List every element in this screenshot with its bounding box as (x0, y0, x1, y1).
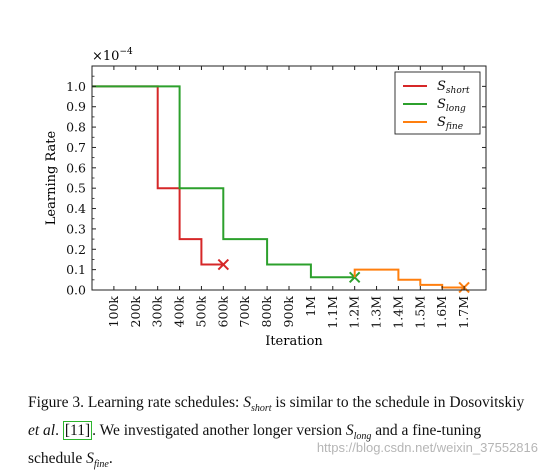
y-tick-label: 0.7 (66, 140, 86, 155)
x-tick-label: 600k (215, 296, 230, 328)
x-tick-label: 700k (237, 296, 252, 328)
caption-text-1: Learning rate schedules: (83, 394, 244, 411)
caption-text-2: is similar to the schedule in Dosovitski… (271, 394, 525, 411)
y-tick-label: 1.0 (66, 79, 86, 94)
x-tick-label: 100k (106, 296, 121, 328)
y-tick-label: 0.8 (66, 120, 86, 135)
x-tick-label: 800k (259, 296, 274, 328)
x-axis-label: Iteration (265, 334, 323, 349)
y-tick-label: 0.9 (66, 99, 86, 114)
x-tick-label: 200k (128, 296, 143, 328)
caption-text-5: and a fine-tuning schedule (28, 422, 482, 468)
x-tick-label: 300k (150, 296, 165, 328)
x-tick-label: 1.4M (390, 296, 405, 329)
axis-scale-exponent: −4 (119, 47, 133, 57)
x-tick-label: 1.6M (434, 296, 449, 329)
y-axis-label: Learning Rate (44, 130, 59, 225)
caption-symbol-long: S (345, 422, 354, 440)
y-tick-label: 0.3 (66, 221, 86, 236)
caption-symbol-short-sub: short (250, 403, 272, 415)
x-tick-label: 1.7M (456, 296, 471, 329)
x-tick-label: 1.3M (369, 296, 384, 329)
x-tick-label: 1.5M (412, 296, 427, 329)
legend-label-long: Slong (437, 97, 466, 114)
caption-text-6: . (108, 450, 113, 468)
caption-etal: et al (28, 422, 56, 440)
citation-link[interactable]: [11] (62, 421, 93, 441)
caption-symbol-fine-sub: fine (93, 459, 109, 471)
y-tick-label: 0.4 (66, 201, 86, 216)
x-tick-label: 1M (303, 296, 318, 317)
y-tick-label: 0.2 (66, 242, 86, 257)
caption-symbol-long-sub: long (353, 431, 372, 443)
caption-text-3: . (55, 422, 63, 440)
y-tick-label: 0.5 (66, 181, 86, 196)
x-tick-label: 1.1M (325, 296, 340, 329)
x-tick-label: 1.2M (347, 296, 362, 329)
end-marker-stroke (217, 258, 230, 271)
axis-scale-base: ×10 (92, 49, 119, 64)
figure-caption: Figure 3. Learning rate schedules: Sshor… (28, 392, 538, 476)
x-tick-label: 900k (281, 296, 296, 328)
caption-figure-label: Figure 3. (28, 394, 84, 411)
caption-symbol-short: S (243, 394, 251, 411)
y-tick-label: 0.0 (66, 283, 86, 298)
watermark: https://blog.csdn.net/weixin_37552816 (316, 440, 538, 455)
y-tick-label: 0.6 (66, 160, 86, 175)
caption-text-4: . We investigated another longer version (92, 422, 346, 440)
legend-label-short: Sshort (437, 79, 470, 96)
axis-scale-label: ×10−4 (92, 47, 133, 64)
series-line-short (92, 85, 224, 266)
learning-rate-chart: 0.0 0.1 0.2 0.3 0.4 0.5 0.6 0.7 0.8 0.9 1.0 100k 200… (44, 47, 487, 349)
series-line-fine (353, 268, 465, 289)
caption-symbol-fine: S (86, 450, 94, 468)
series-end-marker-short (217, 258, 230, 271)
series-line-long (92, 85, 355, 279)
x-tick-label: 500k (193, 296, 208, 328)
y-tick-label: 0.1 (66, 262, 86, 277)
x-tick-label: 400k (172, 296, 187, 328)
legend-label-fine: Sfine (437, 115, 463, 132)
